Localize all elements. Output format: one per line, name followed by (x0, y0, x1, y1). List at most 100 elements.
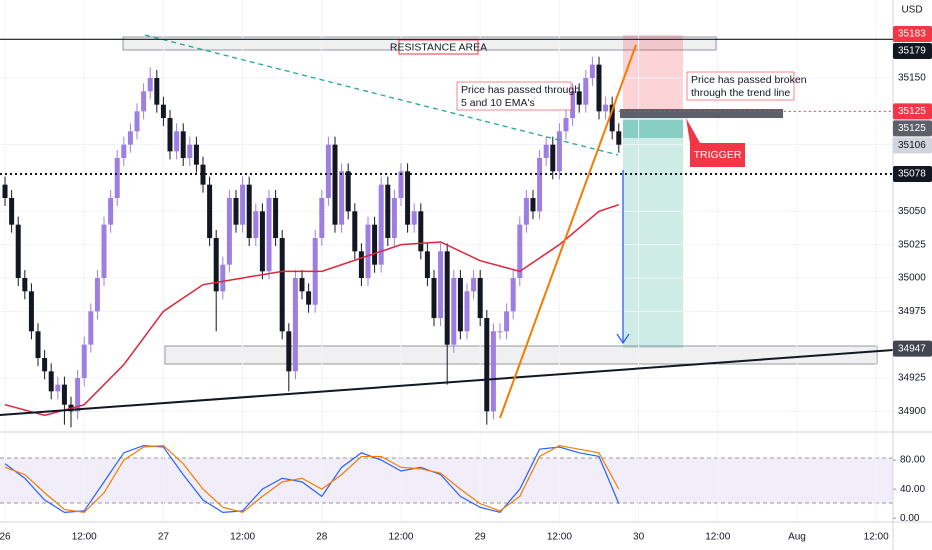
candle-body (48, 371, 54, 392)
candle-body (543, 144, 549, 158)
support-trendline (0, 349, 894, 416)
candle-body (2, 184, 8, 198)
candle-body (464, 291, 470, 332)
candle-body (530, 198, 536, 212)
arrow-head (616, 333, 630, 345)
price-marker-label: 35125 (898, 123, 926, 134)
candle-body (556, 131, 562, 172)
candle-body (259, 211, 265, 272)
entry-zone (623, 120, 683, 138)
candle-body (517, 224, 523, 278)
ema-line (4, 203, 620, 417)
ema-note-box (456, 81, 572, 111)
candle-body (358, 251, 364, 278)
x-tick-label: 30 (633, 532, 645, 543)
candle-body (378, 184, 384, 265)
y-tick-label: 34975 (898, 306, 926, 317)
candle-body (616, 131, 622, 145)
candle-body (114, 158, 120, 198)
y-tick-label: 34925 (898, 373, 926, 384)
resistance-label: RESISTANCE AREA (390, 41, 487, 53)
ema-note: 5 and 10 EMA's (461, 97, 535, 109)
x-tick-label: Aug (788, 532, 806, 543)
candle-body (134, 111, 140, 132)
candle-body (537, 158, 543, 212)
price-marker (893, 103, 932, 120)
candle-body (226, 198, 232, 265)
entry-bar (620, 109, 783, 118)
candle-body (550, 144, 556, 172)
candle-body (108, 198, 114, 225)
candle-body (319, 198, 325, 238)
candle-body (596, 64, 602, 112)
currency: USD (901, 5, 922, 16)
candle-body (563, 118, 569, 132)
x-tick-label: 26 (0, 532, 11, 543)
candle-body (504, 311, 510, 332)
candle-body (22, 278, 28, 292)
falling-trendline (144, 34, 619, 156)
x-tick-label: 12:00 (388, 532, 413, 543)
candle-body (42, 358, 48, 372)
candle-body (213, 238, 219, 292)
x-tick-label: 29 (475, 532, 487, 543)
candle-body (35, 331, 41, 358)
candle-body (438, 251, 444, 318)
price-marker (893, 43, 932, 59)
candle-body (471, 278, 477, 292)
x-tick-label: 12:00 (705, 532, 730, 543)
price-marker (893, 120, 932, 137)
candle-body (187, 144, 193, 158)
candle-body (332, 144, 338, 225)
candle-body (418, 211, 424, 252)
resistance-label-box (398, 39, 479, 55)
candle-body (240, 184, 246, 225)
candle-body (147, 78, 153, 92)
candle-body (180, 131, 186, 158)
candle-body (523, 198, 529, 225)
candle-body (141, 91, 147, 112)
x-tick-label: 12:00 (230, 532, 255, 543)
axis-labels: 26 12:00 27 12:00 28 12:00 29 12:00 30 12:00 Aug 12… (0, 26, 932, 543)
candle-body (154, 78, 160, 105)
candle-body (167, 118, 173, 152)
x-tick-label: 27 (158, 532, 170, 543)
candle-body (279, 238, 285, 332)
candle-body (325, 144, 331, 198)
y-tick-label: 35050 (898, 206, 926, 217)
x-tick-label: 12:00 (547, 532, 572, 543)
candle-body (451, 278, 457, 345)
candle-body (570, 91, 576, 118)
candle-body (9, 198, 15, 225)
candle-body (55, 384, 61, 392)
candle-body (398, 171, 404, 198)
candle-body (583, 78, 589, 105)
price-marker-label: 35106 (898, 140, 926, 151)
trigger-box (686, 118, 745, 167)
candle-body (411, 211, 417, 225)
candle-body (306, 291, 312, 305)
y-tick-label: 35025 (898, 239, 926, 250)
y-tick-label: 34900 (898, 406, 926, 417)
candle-body (286, 331, 292, 372)
candle-body (88, 311, 94, 345)
price-marker-label: 35078 (898, 169, 926, 180)
candle-body (246, 184, 252, 238)
candle-body (81, 344, 87, 378)
rising-trendline (499, 44, 637, 419)
candle-body (576, 91, 582, 105)
price-marker (893, 137, 932, 154)
candle-body (266, 198, 272, 272)
candle-body (352, 211, 358, 252)
candle-body (431, 278, 437, 318)
trend-note: Price has passed broken (691, 74, 807, 86)
support-box (164, 345, 878, 365)
candle-body (603, 104, 609, 112)
y-tick-label: 40.00 (900, 484, 925, 495)
candle-body (589, 64, 595, 78)
candle-body (405, 171, 411, 225)
price-marker-label: 35179 (898, 46, 926, 57)
candle-body (477, 278, 483, 318)
